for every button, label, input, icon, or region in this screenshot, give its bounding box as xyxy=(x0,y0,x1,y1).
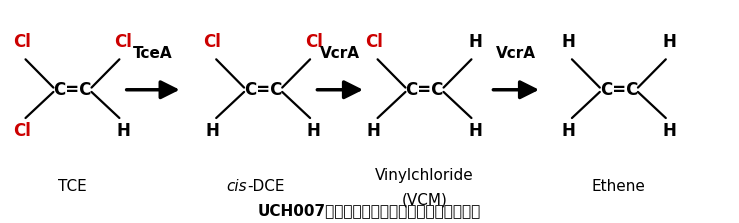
Text: H: H xyxy=(205,122,219,140)
Text: H: H xyxy=(663,33,676,51)
Text: C=C: C=C xyxy=(244,81,282,99)
Text: H: H xyxy=(307,122,321,140)
Text: Cl: Cl xyxy=(13,33,31,51)
Text: H: H xyxy=(469,122,482,140)
Text: (VCM): (VCM) xyxy=(401,192,447,207)
Text: Cl: Cl xyxy=(365,33,383,51)
Text: TceA: TceA xyxy=(133,46,173,62)
Text: H: H xyxy=(562,33,575,51)
Text: C=C: C=C xyxy=(599,81,638,99)
Text: VcrA: VcrA xyxy=(320,46,360,62)
Text: Ethene: Ethene xyxy=(592,179,646,194)
Text: Cl: Cl xyxy=(304,33,323,51)
Text: H: H xyxy=(562,122,575,140)
Text: H: H xyxy=(663,122,676,140)
Text: TCE: TCE xyxy=(58,179,86,194)
Text: H: H xyxy=(116,122,130,140)
Text: Cl: Cl xyxy=(13,122,31,140)
Text: Cl: Cl xyxy=(204,33,222,51)
Text: C=C: C=C xyxy=(405,81,443,99)
Text: Cl: Cl xyxy=(114,33,132,51)
Text: H: H xyxy=(367,122,381,140)
Text: H: H xyxy=(469,33,482,51)
Text: VcrA: VcrA xyxy=(496,46,537,62)
Text: -DCE: -DCE xyxy=(247,179,285,194)
Text: Vinylchloride: Vinylchloride xyxy=(375,168,474,183)
Text: UCH007株による塩素化エチレンの脱塩素経路: UCH007株による塩素化エチレンの脱塩素経路 xyxy=(258,203,481,218)
Text: cis: cis xyxy=(226,179,247,194)
Text: C=C: C=C xyxy=(53,81,92,99)
